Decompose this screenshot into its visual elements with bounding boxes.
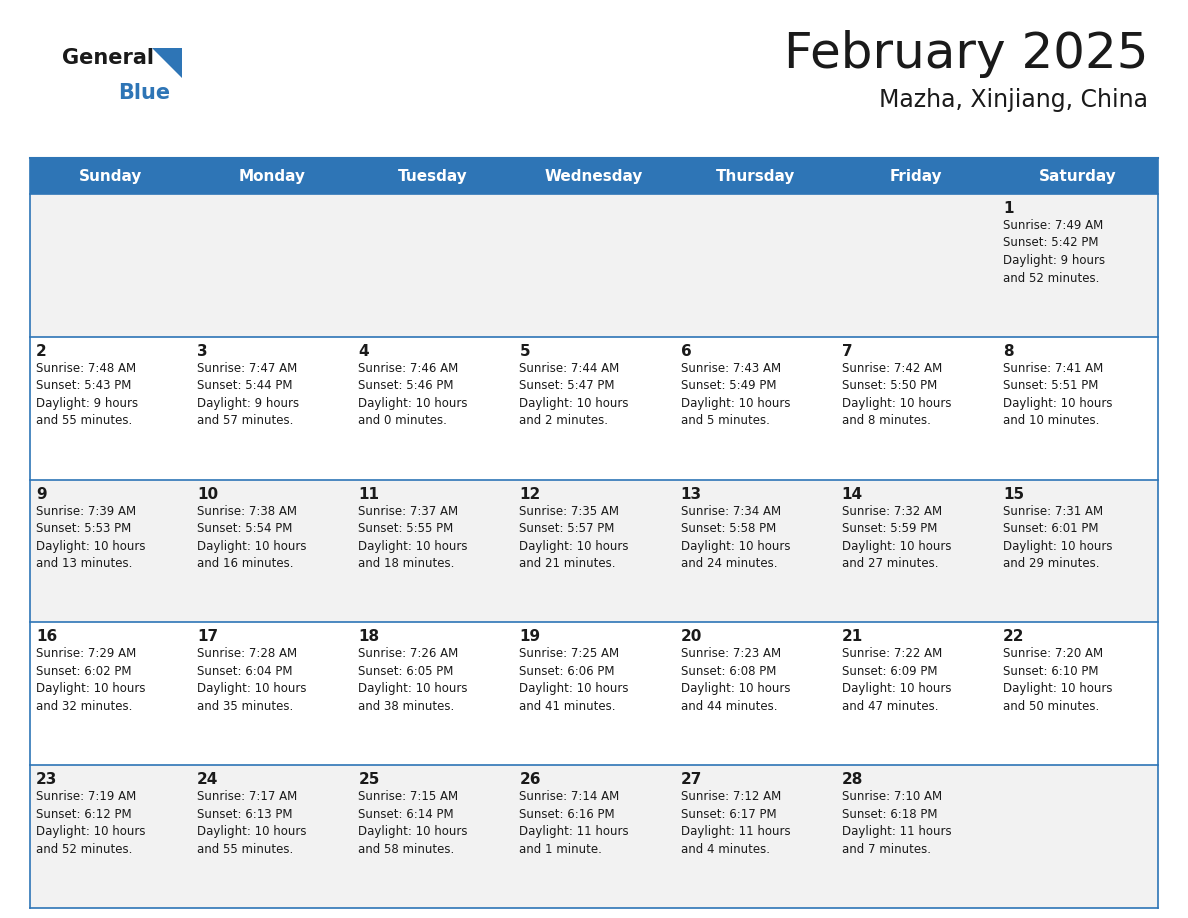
Text: 13: 13 [681,487,702,501]
Text: Sunrise: 7:38 AM
Sunset: 5:54 PM
Daylight: 10 hours
and 16 minutes.: Sunrise: 7:38 AM Sunset: 5:54 PM Dayligh… [197,505,307,570]
Text: Blue: Blue [118,83,170,103]
Polygon shape [152,48,182,78]
Bar [997,158,1158,194]
Bar [513,158,675,194]
Text: Sunrise: 7:34 AM
Sunset: 5:58 PM
Daylight: 10 hours
and 24 minutes.: Sunrise: 7:34 AM Sunset: 5:58 PM Dayligh… [681,505,790,570]
Bar [835,158,997,194]
Text: 15: 15 [1003,487,1024,501]
Text: Sunrise: 7:42 AM
Sunset: 5:50 PM
Daylight: 10 hours
and 8 minutes.: Sunrise: 7:42 AM Sunset: 5:50 PM Dayligh… [842,362,952,427]
Text: 12: 12 [519,487,541,501]
Text: Sunrise: 7:41 AM
Sunset: 5:51 PM
Daylight: 10 hours
and 10 minutes.: Sunrise: 7:41 AM Sunset: 5:51 PM Dayligh… [1003,362,1112,427]
Text: 22: 22 [1003,630,1024,644]
Text: 23: 23 [36,772,57,788]
Text: Sunrise: 7:43 AM
Sunset: 5:49 PM
Daylight: 10 hours
and 5 minutes.: Sunrise: 7:43 AM Sunset: 5:49 PM Dayligh… [681,362,790,427]
Text: General: General [62,48,154,68]
Text: 2: 2 [36,344,46,359]
Text: Friday: Friday [890,169,942,184]
Text: Sunrise: 7:14 AM
Sunset: 6:16 PM
Daylight: 11 hours
and 1 minute.: Sunrise: 7:14 AM Sunset: 6:16 PM Dayligh… [519,790,630,856]
Text: 7: 7 [842,344,852,359]
Text: February 2025: February 2025 [784,30,1148,78]
Bar [30,194,1158,337]
Text: Sunrise: 7:44 AM
Sunset: 5:47 PM
Daylight: 10 hours
and 2 minutes.: Sunrise: 7:44 AM Sunset: 5:47 PM Dayligh… [519,362,628,427]
Text: 25: 25 [359,772,380,788]
Bar [353,158,513,194]
Text: Sunrise: 7:12 AM
Sunset: 6:17 PM
Daylight: 11 hours
and 4 minutes.: Sunrise: 7:12 AM Sunset: 6:17 PM Dayligh… [681,790,790,856]
Text: 20: 20 [681,630,702,644]
Text: Sunrise: 7:28 AM
Sunset: 6:04 PM
Daylight: 10 hours
and 35 minutes.: Sunrise: 7:28 AM Sunset: 6:04 PM Dayligh… [197,647,307,713]
Text: Sunrise: 7:32 AM
Sunset: 5:59 PM
Daylight: 10 hours
and 27 minutes.: Sunrise: 7:32 AM Sunset: 5:59 PM Dayligh… [842,505,952,570]
Text: 9: 9 [36,487,46,501]
Text: Sunrise: 7:10 AM
Sunset: 6:18 PM
Daylight: 11 hours
and 7 minutes.: Sunrise: 7:10 AM Sunset: 6:18 PM Dayligh… [842,790,952,856]
Text: Sunrise: 7:49 AM
Sunset: 5:42 PM
Daylight: 9 hours
and 52 minutes.: Sunrise: 7:49 AM Sunset: 5:42 PM Dayligh… [1003,219,1105,285]
Text: Sunrise: 7:31 AM
Sunset: 6:01 PM
Daylight: 10 hours
and 29 minutes.: Sunrise: 7:31 AM Sunset: 6:01 PM Dayligh… [1003,505,1112,570]
Text: Thursday: Thursday [715,169,795,184]
Text: 18: 18 [359,630,379,644]
Text: 19: 19 [519,630,541,644]
Text: 17: 17 [197,630,219,644]
Text: Sunrise: 7:15 AM
Sunset: 6:14 PM
Daylight: 10 hours
and 58 minutes.: Sunrise: 7:15 AM Sunset: 6:14 PM Dayligh… [359,790,468,856]
Bar [675,158,835,194]
Text: Sunrise: 7:22 AM
Sunset: 6:09 PM
Daylight: 10 hours
and 47 minutes.: Sunrise: 7:22 AM Sunset: 6:09 PM Dayligh… [842,647,952,713]
Text: 6: 6 [681,344,691,359]
Text: 27: 27 [681,772,702,788]
Text: Sunrise: 7:48 AM
Sunset: 5:43 PM
Daylight: 9 hours
and 55 minutes.: Sunrise: 7:48 AM Sunset: 5:43 PM Dayligh… [36,362,138,427]
Text: 1: 1 [1003,201,1013,216]
Text: 5: 5 [519,344,530,359]
Text: Sunrise: 7:25 AM
Sunset: 6:06 PM
Daylight: 10 hours
and 41 minutes.: Sunrise: 7:25 AM Sunset: 6:06 PM Dayligh… [519,647,628,713]
Bar [30,766,1158,908]
Bar [30,622,1158,766]
Text: 24: 24 [197,772,219,788]
Text: Monday: Monday [239,169,305,184]
Bar [191,158,353,194]
Text: 26: 26 [519,772,541,788]
Text: 16: 16 [36,630,57,644]
Text: 14: 14 [842,487,862,501]
Text: 3: 3 [197,344,208,359]
Text: Sunrise: 7:47 AM
Sunset: 5:44 PM
Daylight: 9 hours
and 57 minutes.: Sunrise: 7:47 AM Sunset: 5:44 PM Dayligh… [197,362,299,427]
Text: Tuesday: Tuesday [398,169,468,184]
Text: 21: 21 [842,630,862,644]
Text: Sunrise: 7:17 AM
Sunset: 6:13 PM
Daylight: 10 hours
and 55 minutes.: Sunrise: 7:17 AM Sunset: 6:13 PM Dayligh… [197,790,307,856]
Text: Sunrise: 7:39 AM
Sunset: 5:53 PM
Daylight: 10 hours
and 13 minutes.: Sunrise: 7:39 AM Sunset: 5:53 PM Dayligh… [36,505,145,570]
Text: Sunrise: 7:20 AM
Sunset: 6:10 PM
Daylight: 10 hours
and 50 minutes.: Sunrise: 7:20 AM Sunset: 6:10 PM Dayligh… [1003,647,1112,713]
Text: Sunrise: 7:23 AM
Sunset: 6:08 PM
Daylight: 10 hours
and 44 minutes.: Sunrise: 7:23 AM Sunset: 6:08 PM Dayligh… [681,647,790,713]
Text: 28: 28 [842,772,864,788]
Text: 10: 10 [197,487,219,501]
Text: Sunrise: 7:37 AM
Sunset: 5:55 PM
Daylight: 10 hours
and 18 minutes.: Sunrise: 7:37 AM Sunset: 5:55 PM Dayligh… [359,505,468,570]
Bar [30,337,1158,479]
Text: Sunrise: 7:29 AM
Sunset: 6:02 PM
Daylight: 10 hours
and 32 minutes.: Sunrise: 7:29 AM Sunset: 6:02 PM Dayligh… [36,647,145,713]
Text: Sunrise: 7:35 AM
Sunset: 5:57 PM
Daylight: 10 hours
and 21 minutes.: Sunrise: 7:35 AM Sunset: 5:57 PM Dayligh… [519,505,628,570]
Bar [30,479,1158,622]
Text: Sunrise: 7:46 AM
Sunset: 5:46 PM
Daylight: 10 hours
and 0 minutes.: Sunrise: 7:46 AM Sunset: 5:46 PM Dayligh… [359,362,468,427]
Bar [30,158,191,194]
Text: Sunrise: 7:19 AM
Sunset: 6:12 PM
Daylight: 10 hours
and 52 minutes.: Sunrise: 7:19 AM Sunset: 6:12 PM Dayligh… [36,790,145,856]
Text: Sunday: Sunday [78,169,143,184]
Text: 11: 11 [359,487,379,501]
Text: Mazha, Xinjiang, China: Mazha, Xinjiang, China [879,88,1148,112]
Text: 4: 4 [359,344,369,359]
Text: Saturday: Saturday [1038,169,1117,184]
Text: Wednesday: Wednesday [545,169,643,184]
Text: Sunrise: 7:26 AM
Sunset: 6:05 PM
Daylight: 10 hours
and 38 minutes.: Sunrise: 7:26 AM Sunset: 6:05 PM Dayligh… [359,647,468,713]
Text: 8: 8 [1003,344,1013,359]
